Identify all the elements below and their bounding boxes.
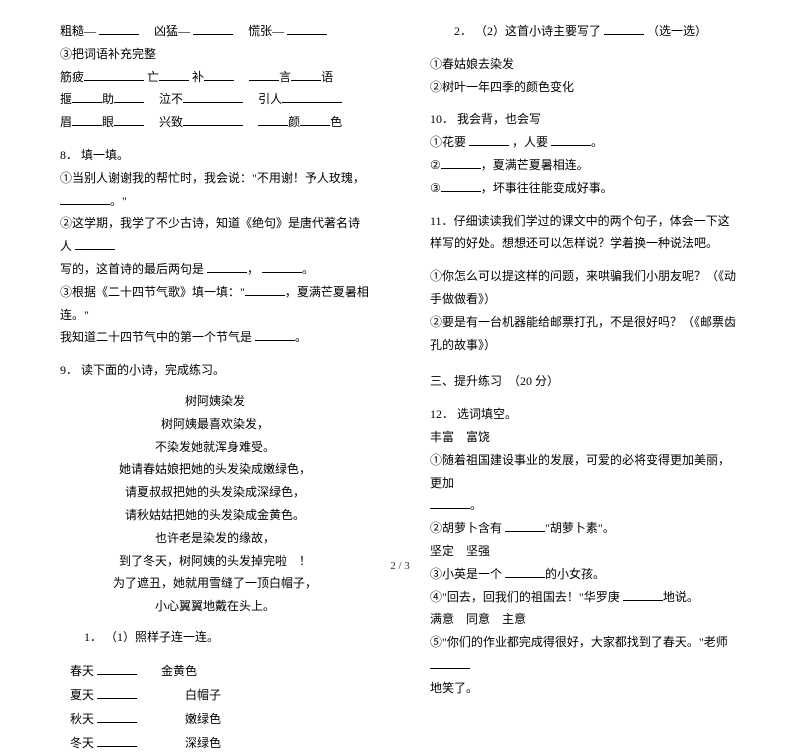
q9-num: 9． [60, 363, 78, 377]
pair-b: 凶猛— [154, 24, 190, 38]
q10-1: ①花要 ，人要 。 [430, 131, 740, 154]
q12-4: ④"回去，回我们的祖国去！"华罗庚 地说。 [430, 586, 740, 609]
poem-line: 也许老是染发的缘故， [60, 527, 370, 550]
q8: 8． 填一填。 [60, 144, 370, 167]
connect-table: 春天 金黄色 夏天 白帽子 秋天 嫩绿色 冬天 深绿色 [60, 659, 370, 755]
q9-sub2: 2． （2）这首小诗主要写了 （选一选） [430, 20, 740, 43]
q8-1: ①当别人谢谢我的帮忙时，我会说："不用谢！予人玫瑰， 。" [60, 167, 370, 213]
q9-title: 读下面的小诗，完成练习。 [81, 363, 225, 377]
poem-line: 她请春姑娘把她的头发染成嫩绿色， [60, 458, 370, 481]
pair-c: 慌张— [248, 24, 284, 38]
q12: 12． 选词填空。 [430, 403, 740, 426]
pair-a: 粗糙— [60, 24, 96, 38]
right-column: 2． （2）这首小诗主要写了 （选一选） ①春姑娘去染发 ②树叶一年四季的颜色变… [430, 20, 740, 550]
fill-line3: 眉眼 兴致 颜色 [60, 111, 370, 134]
season-column: 春天 金黄色 夏天 白帽子 秋天 嫩绿色 冬天 深绿色 [70, 659, 221, 755]
q12-1: ①随着祖国建设事业的发展，可爱的必将变得更加美丽，更加。 [430, 449, 740, 517]
sub3-label: ③把词语补充完整 [60, 43, 370, 66]
q11: 11．仔细读读我们学过的课文中的两个句子，体会一下这样写的好处。想想还可以怎样说… [430, 210, 740, 256]
q11-1: ①你怎么可以提这样的问题，来哄骗我们小朋友呢？（《动手做做看》） [430, 265, 740, 311]
poem: 树阿姨染发 树阿姨最喜欢染发， 不染发她就浑身难受。 她请春姑娘把她的头发染成嫩… [60, 390, 370, 618]
q9: 9． 读下面的小诗，完成练习。 [60, 359, 370, 382]
left-column: 粗糙— 凶猛— 慌张— ③把词语补充完整 筋疲 亡 补 言语 揠助 泣不 引人 … [60, 20, 370, 550]
q12-pair1: 丰富 富饶 [430, 426, 740, 449]
poem-line: 到了冬天，树阿姨的头发掉完啦 ！ [60, 550, 370, 573]
poem-line: 请夏叔叔把她的头发染成深绿色， [60, 481, 370, 504]
fill-line2: 揠助 泣不 引人 [60, 88, 370, 111]
q9-sub1: 1． （1）照样子连一连。 [60, 626, 370, 649]
poem-line: 树阿姨最喜欢染发， [60, 413, 370, 436]
q11-2: ②要是有一台机器能给邮票打孔，不是很好吗？（《邮票齿孔的故事》） [430, 311, 740, 357]
q8-2: ②这学期，我学了不少古诗，知道《绝句》是唐代著名诗人 写的，这首诗的最后两句是 … [60, 212, 370, 280]
q12-5: ⑤"你们的作业都完成得很好，大家都找到了春天。"老师 地笑了。 [430, 631, 740, 699]
q12-2: ②胡萝卜含有 "胡萝卜素"。 [430, 517, 740, 540]
q12-pair2: 坚定 坚强 [430, 540, 740, 563]
opt1: ①春姑娘去染发 [430, 53, 740, 76]
q12-3: ③小英是一个 的小女孩。 [430, 563, 740, 586]
q12-pair3: 满意 同意 主意 [430, 608, 740, 631]
poem-line: 请秋姑姑把她的头发染成金黄色。 [60, 504, 370, 527]
poem-line: 不染发她就浑身难受。 [60, 436, 370, 459]
q10: 10． 我会背，也会写 [430, 108, 740, 131]
q8-3: ③根据《二十四节气歌》填一填："，夏满芒夏暑相连。" 我知道二十四节气中的第一个… [60, 281, 370, 349]
section-3-title: 三、提升练习 （20 分） [430, 370, 740, 393]
poem-title: 树阿姨染发 [60, 390, 370, 413]
q8-title: 填一填。 [81, 148, 129, 162]
q10-2: ②，夏满芒夏暑相连。 [430, 154, 740, 177]
pair-line: 粗糙— 凶猛— 慌张— [60, 20, 370, 43]
q10-3: ③，坏事往往能变成好事。 [430, 177, 740, 200]
opt2: ②树叶一年四季的颜色变化 [430, 76, 740, 99]
fill-line1: 筋疲 亡 补 言语 [60, 66, 370, 89]
q8-num: 8． [60, 148, 78, 162]
poem-line: 小心翼翼地戴在头上。 [60, 595, 370, 618]
